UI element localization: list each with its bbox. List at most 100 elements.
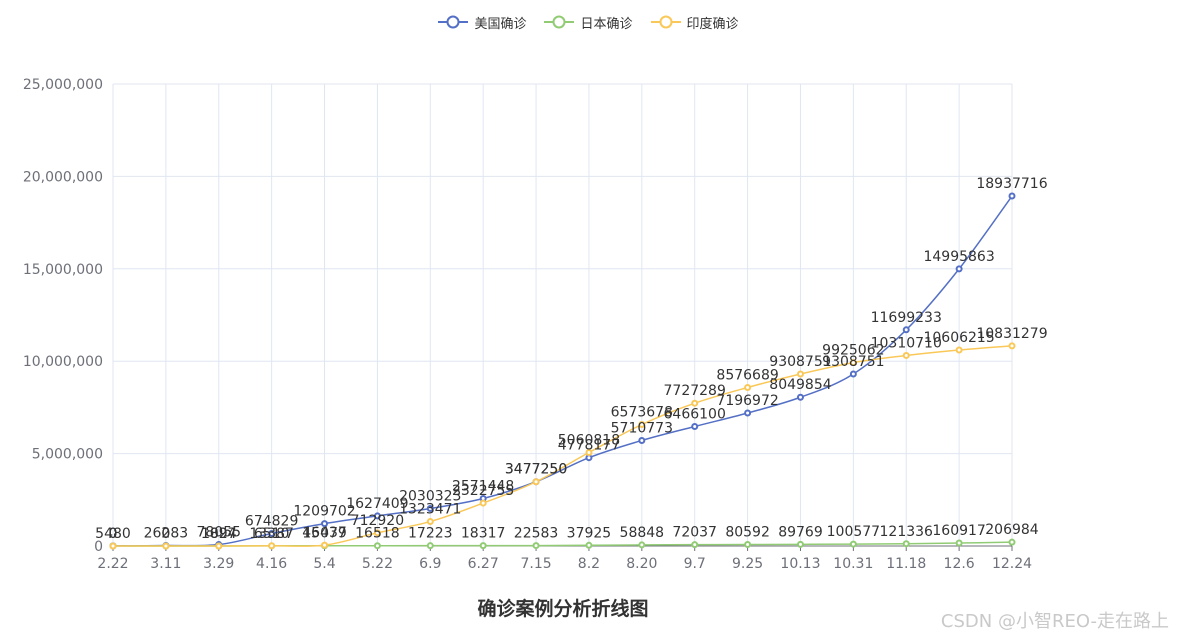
data-point <box>479 542 487 550</box>
data-label: 6510 <box>254 526 290 542</box>
legend-item-us[interactable]: 美国确诊 <box>438 11 526 33</box>
x-tick-label: 12.6 <box>944 556 975 572</box>
data-label: 17223 <box>408 526 453 542</box>
x-tick-label: 5.22 <box>362 556 393 572</box>
legend-label: 日本确诊 <box>580 16 633 32</box>
x-tick-label: 8.20 <box>626 556 657 572</box>
data-label: 1209702 <box>293 504 355 520</box>
data-point <box>109 542 117 550</box>
legend-item-japan[interactable]: 日本确诊 <box>544 11 633 33</box>
data-label: 6573678 <box>611 405 673 421</box>
data-label: 37925 <box>567 525 612 541</box>
data-label: 58848 <box>620 525 665 541</box>
data-label: 14995863 <box>923 249 994 265</box>
x-tick-label: 3.11 <box>150 556 181 572</box>
data-label: 2571448 <box>452 478 514 494</box>
series-line <box>112 345 1013 547</box>
axes: 0 5,000,000 10,000,000 15,000,000 20,000,000… <box>23 77 1032 572</box>
x-tick-label: 2.22 <box>97 556 128 572</box>
data-point <box>1008 538 1016 546</box>
data-point <box>585 541 593 549</box>
data-label: 3477250 <box>505 462 567 478</box>
legend-line-icon <box>544 15 575 29</box>
data-label: 0 <box>161 526 170 542</box>
data-label: 7196972 <box>716 393 778 409</box>
data-point <box>638 541 646 549</box>
data-point <box>1008 192 1016 200</box>
data-point <box>955 346 963 354</box>
data-label: 2322755 <box>452 483 514 499</box>
data-label: 160917 <box>932 523 985 539</box>
data-label: 18317 <box>461 526 506 542</box>
data-label: 13387 <box>249 526 294 542</box>
data-point <box>902 326 910 334</box>
legend-label: 美国确诊 <box>474 16 527 32</box>
data-label: 674829 <box>245 514 298 530</box>
data-label: 121336 <box>880 524 934 540</box>
x-tick-label: 4.16 <box>256 556 287 572</box>
data-label: 1323471 <box>399 502 461 518</box>
data-label: 6466100 <box>664 407 726 423</box>
data-label: 0 <box>161 526 170 542</box>
y-tick-label: 0 <box>94 539 103 555</box>
x-tick-label: 5.4 <box>313 556 335 572</box>
data-label: 18937716 <box>976 176 1047 192</box>
data-point <box>373 529 381 537</box>
series-line <box>112 195 1013 547</box>
data-point <box>744 384 752 392</box>
data-point <box>955 265 963 273</box>
x-tick-label: 11.18 <box>886 556 926 572</box>
y-tick-label: 20,000,000 <box>23 169 103 185</box>
data-labels: 5480 26283 7805567482912097021627409203032… <box>95 176 1048 542</box>
data-point <box>744 541 752 549</box>
data-label: 0 <box>109 526 118 542</box>
data-label: 16518 <box>355 526 400 542</box>
x-tick-label: 7.15 <box>520 556 551 572</box>
data-point <box>426 542 434 550</box>
data-label: 78055 <box>196 525 241 541</box>
legend-label: 印度确诊 <box>686 16 739 32</box>
data-label: 9925062 <box>822 343 884 359</box>
data-label: 100577 <box>827 524 880 540</box>
x-tick-label: 10.31 <box>833 556 873 572</box>
data-point <box>321 541 329 549</box>
legend-item-india[interactable]: 印度确诊 <box>650 11 739 33</box>
data-point <box>532 478 540 486</box>
data-label: 89769 <box>778 524 823 540</box>
data-point <box>744 409 752 417</box>
data-point <box>268 530 276 538</box>
y-tick-label: 25,000,000 <box>23 77 103 93</box>
data-label: 1627409 <box>346 496 408 512</box>
data-label: 10310710 <box>871 335 942 351</box>
grid <box>112 83 1013 547</box>
legend: 美国确诊 日本确诊 印度确诊 <box>0 11 1177 33</box>
data-point <box>902 540 910 548</box>
data-point <box>955 539 963 547</box>
data-label: 10606215 <box>923 330 994 346</box>
data-label: 206984 <box>985 522 1039 538</box>
y-tick-label: 15,000,000 <box>23 262 103 278</box>
data-label: 8576689 <box>716 368 778 384</box>
x-tick-label: 8.2 <box>578 556 600 572</box>
data-label: 1024 <box>201 526 237 542</box>
data-label: 26283 <box>144 526 189 542</box>
data-label: 5710773 <box>611 420 673 436</box>
data-point <box>373 542 381 550</box>
data-point <box>585 448 593 456</box>
data-point <box>796 540 804 548</box>
series-layer <box>109 192 1016 550</box>
y-tick-label: 10,000,000 <box>23 354 103 370</box>
data-label: 5480 <box>95 526 131 542</box>
data-point <box>268 542 276 550</box>
data-label: 1897 <box>201 526 237 542</box>
data-point <box>532 542 540 550</box>
data-point <box>849 370 857 378</box>
data-point <box>426 518 434 526</box>
y-tick-label: 5,000,000 <box>32 447 103 463</box>
data-label: 80592 <box>725 525 770 541</box>
data-point <box>902 351 910 359</box>
data-point <box>849 540 857 548</box>
data-point <box>796 393 804 401</box>
legend-line-icon <box>438 15 469 29</box>
